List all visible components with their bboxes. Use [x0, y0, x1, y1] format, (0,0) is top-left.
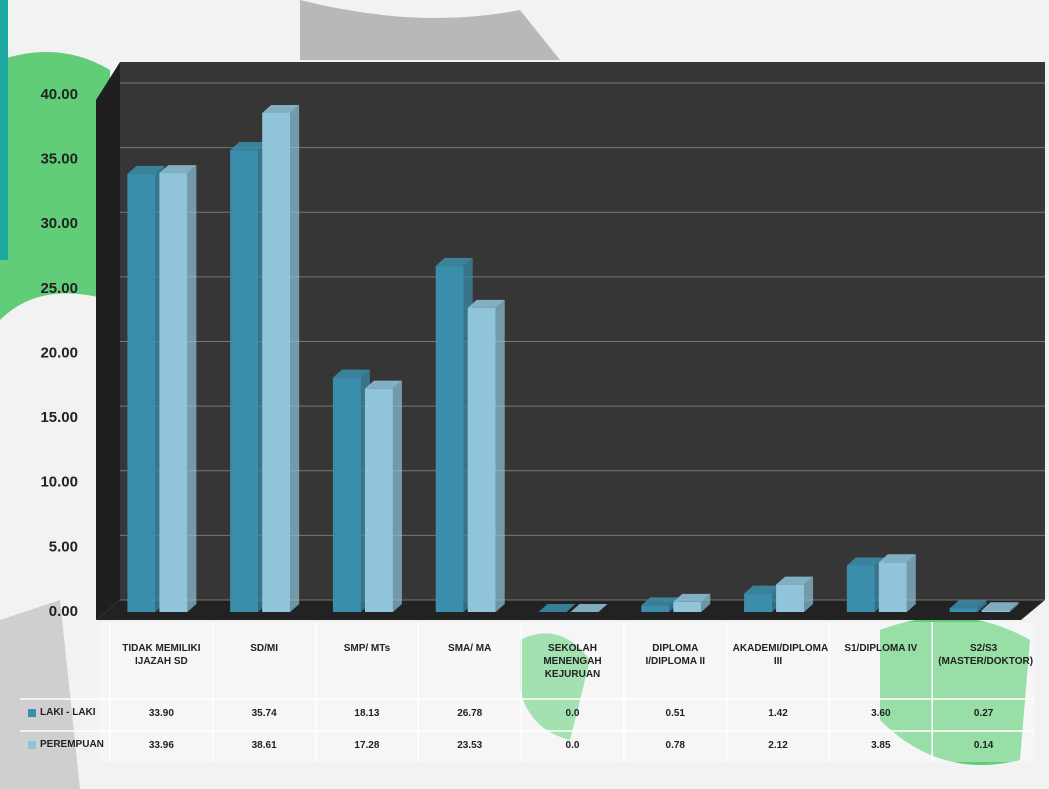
bar — [776, 584, 805, 612]
bar — [846, 565, 875, 612]
data-label: 3.60 — [871, 708, 891, 719]
table-bg — [100, 622, 1035, 762]
data-label: 0.14 — [973, 740, 994, 751]
bar-top — [744, 585, 782, 594]
bar — [878, 562, 907, 612]
bar-top — [364, 380, 402, 389]
data-label: 35.74 — [251, 708, 277, 719]
data-label: 3.85 — [871, 740, 891, 751]
data-label: 1.42 — [768, 708, 788, 719]
legend-swatch — [28, 709, 36, 717]
bar-top — [127, 165, 165, 174]
y-tick-label: 10.00 — [40, 474, 78, 491]
bar-top — [159, 165, 197, 174]
data-label: 18.13 — [354, 708, 380, 719]
bar-side — [290, 104, 300, 612]
bar-top — [332, 369, 370, 378]
x-tick-label: SMA/ MA — [448, 643, 492, 654]
y-tick-label: 40.00 — [40, 86, 78, 103]
x-tick-label: SD/MI — [250, 643, 279, 654]
data-label: 0.27 — [973, 708, 994, 719]
bar-side — [495, 299, 505, 612]
data-label: 17.28 — [354, 740, 380, 751]
y-tick-label: 30.00 — [40, 215, 78, 232]
data-label: 0.51 — [665, 708, 685, 719]
bar-top — [467, 299, 505, 308]
bar — [262, 112, 291, 612]
bar — [641, 605, 670, 612]
legend-swatch — [28, 741, 36, 749]
data-label: 33.96 — [148, 740, 174, 751]
y-tick-label: 15.00 — [40, 409, 78, 426]
legend-label: LAKI - LAKI — [40, 707, 96, 718]
bar-top — [570, 604, 608, 612]
data-label: 26.78 — [457, 708, 483, 719]
bar-side — [906, 554, 916, 612]
bar — [981, 610, 1010, 612]
x-tick-label: SEKOLAH MENENGAH KEJURUAN — [543, 643, 602, 680]
bar-top — [949, 600, 987, 609]
bar-top — [776, 576, 814, 585]
bar-top — [846, 557, 884, 566]
bar — [744, 593, 773, 612]
bar-top — [641, 597, 679, 606]
bar-side — [701, 593, 711, 612]
data-label: 0.78 — [665, 740, 685, 751]
bar — [159, 173, 188, 612]
bar-top — [878, 554, 916, 563]
y-tick-label: 20.00 — [40, 344, 78, 361]
legend-label: PEREMPUAN — [40, 739, 104, 750]
data-label: 0.0 — [565, 740, 580, 751]
bar — [949, 608, 978, 612]
data-label: 0.0 — [565, 708, 580, 719]
bar-top — [538, 604, 576, 612]
x-tick-label: S2/S3 (MASTER/DOKTOR) — [938, 643, 1034, 667]
data-label: 23.53 — [457, 740, 483, 751]
y-tick-label: 35.00 — [40, 151, 78, 168]
data-label: 2.12 — [768, 740, 788, 751]
bar — [673, 601, 702, 612]
bar-side — [187, 165, 197, 612]
bar-side — [392, 380, 402, 612]
bar-side — [1009, 602, 1019, 612]
y-tick-label: 0.00 — [49, 603, 78, 620]
y-tick-label: 25.00 — [40, 280, 78, 297]
bar-top — [673, 593, 711, 602]
x-tick-label: DIPLOMA I/DIPLOMA II — [645, 643, 706, 667]
data-label: 33.90 — [148, 708, 174, 719]
x-tick-label: SMP/ MTs — [343, 643, 391, 654]
bar-top — [262, 104, 300, 113]
bar — [127, 173, 156, 612]
bar-top — [435, 257, 473, 266]
data-label: 38.61 — [251, 740, 277, 751]
bar-top — [981, 602, 1019, 611]
bar — [467, 307, 496, 612]
bar — [364, 388, 393, 612]
x-tick-label: S1/DIPLOMA IV — [844, 643, 918, 654]
x-tick-label: AKADEMI/DIPLOMA III — [732, 643, 829, 667]
bar-side — [804, 576, 814, 612]
bar — [435, 265, 464, 612]
bar-top — [230, 142, 268, 151]
bar — [230, 150, 259, 613]
x-tick-label: TIDAK MEMILIKI IJAZAH SD — [122, 643, 201, 667]
bar-side — [977, 600, 987, 612]
y-tick-label: 5.00 — [49, 538, 78, 555]
bar — [332, 377, 361, 612]
